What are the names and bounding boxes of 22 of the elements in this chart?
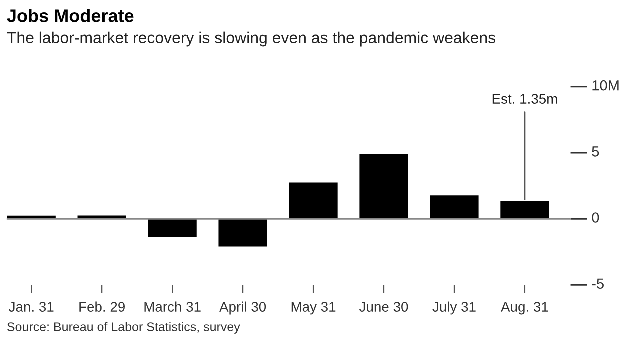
x-tick-label: March 31 bbox=[144, 302, 201, 312]
x-tick-label: May 31 bbox=[292, 302, 336, 315]
bar bbox=[360, 154, 408, 220]
x-tick-label: Aug. 31 bbox=[501, 302, 548, 315]
x-tick-label: Jan. 31 bbox=[9, 302, 54, 312]
chart-title: Jobs Moderate bbox=[7, 9, 134, 22]
x-tick-label: June 30 bbox=[360, 302, 408, 312]
bar bbox=[289, 182, 338, 220]
annotation: Est. 1.35m bbox=[492, 94, 558, 104]
y-tick-label: -5 bbox=[592, 278, 604, 290]
y-tick-label: 0 bbox=[592, 212, 600, 223]
y-tick-label: 5 bbox=[592, 146, 600, 157]
y-tick-label: 10M bbox=[592, 80, 619, 91]
x-tick-label: July 31 bbox=[432, 302, 476, 315]
bar bbox=[500, 201, 550, 220]
bar bbox=[430, 196, 479, 220]
x-tick-label: Feb. 29 bbox=[80, 302, 125, 312]
source-note: Source: Bureau of Labor Statistics, survey bbox=[8, 322, 240, 334]
bar bbox=[218, 219, 268, 247]
chart-subtitle: The labor-market recovery is slowing even as the pandemic weakens bbox=[7, 32, 496, 47]
bar bbox=[148, 219, 197, 238]
x-tick-label: April 30 bbox=[220, 302, 266, 315]
